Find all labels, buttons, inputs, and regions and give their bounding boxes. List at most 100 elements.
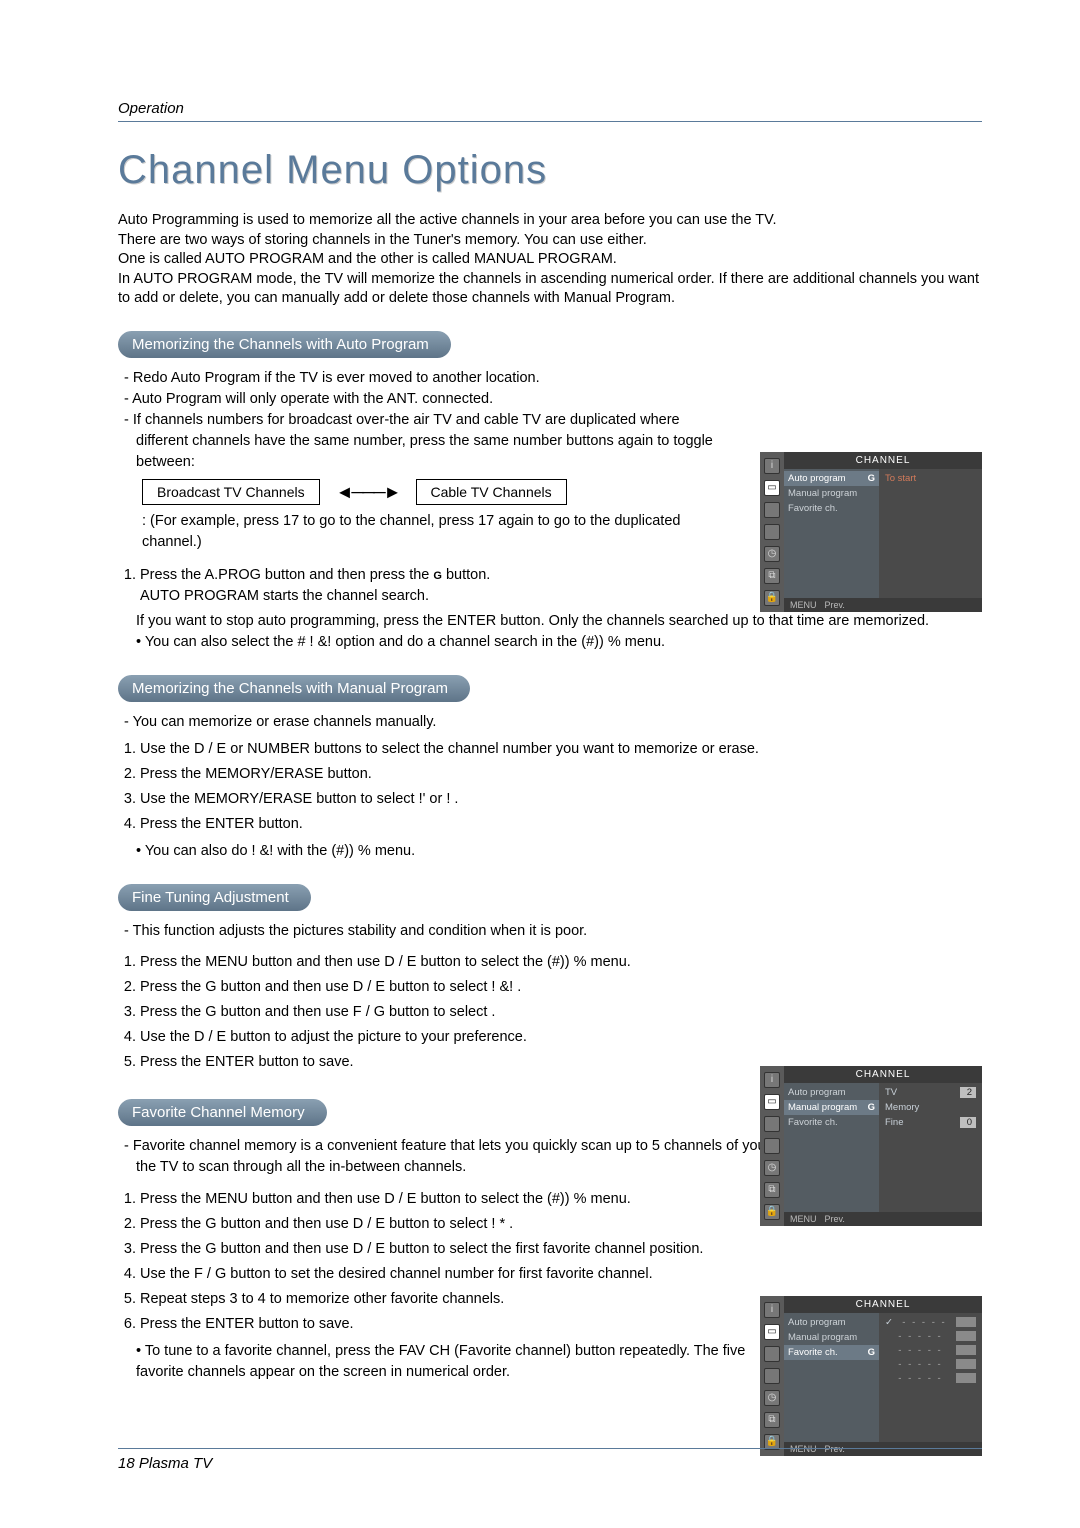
- intro-line: In AUTO PROGRAM mode, the TV will memori…: [118, 270, 982, 309]
- step: Use the D / E or NUMBER buttons to selec…: [140, 739, 982, 760]
- lock-icon: 🔒: [764, 1204, 780, 1220]
- osd-right: TV 2 Memory Fine 0: [879, 1083, 982, 1212]
- section-heading-fine: Fine Tuning Adjustment: [118, 884, 311, 911]
- tv-icon: ▭: [764, 480, 780, 496]
- osd-item-auto[interactable]: Auto program: [784, 1085, 879, 1100]
- osd-item-favorite[interactable]: Favorite ch.: [784, 501, 879, 516]
- step: Press the G button and then use D / E bu…: [140, 977, 982, 998]
- osd-sidebar: i ▭ ◷ ⧉ 🔒: [760, 1066, 784, 1226]
- blank-icon: [764, 1116, 780, 1132]
- fav-slot: - - - - -: [902, 1317, 946, 1328]
- osd-sidebar: i ▭ ◷ ⧉ 🔒: [760, 452, 784, 612]
- auto-note2: • You can also select the # ! &! option …: [118, 632, 982, 653]
- osd-menu-label: MENU: [790, 1214, 817, 1224]
- bullet: Auto Program will only operate with the …: [118, 389, 724, 410]
- clock-icon: ◷: [764, 546, 780, 562]
- osd-item-favorite[interactable]: Favorite ch.: [784, 1115, 879, 1130]
- blank-icon: [764, 502, 780, 518]
- footer-text: 18 Plasma TV: [118, 1455, 982, 1472]
- osd-fine-label: Fine: [885, 1117, 903, 1128]
- txt: # ! &!: [297, 634, 331, 650]
- blank-icon: [764, 1346, 780, 1362]
- osd-bottombar: MENU Prev.: [784, 1212, 982, 1226]
- osd-favorite: i ▭ ◷ ⧉ 🔒 CHANNEL Auto program Manual pr…: [760, 1296, 982, 1456]
- footer-rule: [118, 1448, 982, 1449]
- bullet: This function adjusts the pictures stabi…: [118, 921, 982, 942]
- pip-icon: ⧉: [764, 1182, 780, 1198]
- info-icon: i: [764, 458, 780, 474]
- g-symbol: G: [433, 570, 442, 582]
- step: Press the ENTER button to save.: [140, 1314, 758, 1335]
- txt: (#)) %: [581, 634, 620, 650]
- info-icon: i: [764, 1302, 780, 1318]
- info-icon: i: [764, 1072, 780, 1088]
- osd-item-favorite[interactable]: Favorite ch.G: [784, 1345, 879, 1360]
- osd-item-manual[interactable]: Manual program: [784, 1330, 879, 1345]
- txt: Press the A.PROG button and then press t…: [140, 567, 433, 583]
- step: Press the MEMORY/ERASE button.: [140, 764, 982, 785]
- tv-icon: ▭: [764, 1324, 780, 1340]
- osd-menu: Auto programG Manual program Favorite ch…: [784, 469, 879, 598]
- txt: • You can also select the: [136, 634, 297, 650]
- osd-tv-value: 2: [960, 1087, 976, 1098]
- txt: button.: [442, 567, 490, 583]
- step: Press the G button and then use D / E bu…: [140, 1214, 758, 1235]
- step: Use the MEMORY/ERASE button to select !'…: [140, 789, 982, 810]
- blank-icon: [764, 1138, 780, 1154]
- osd-auto-program: i ▭ ◷ ⧉ 🔒 CHANNEL Auto programG Manual p…: [760, 452, 982, 612]
- section-label: Operation: [118, 100, 982, 117]
- osd-tv-label: TV: [885, 1087, 897, 1098]
- intro-line: There are two ways of storing channels i…: [118, 231, 982, 251]
- lock-icon: 🔒: [764, 590, 780, 606]
- osd-menu: Auto program Manual program Favorite ch.…: [784, 1313, 879, 1442]
- example-note: : (For example, press 17 to go to the ch…: [118, 511, 724, 553]
- section-heading-manual: Memorizing the Channels with Manual Prog…: [118, 675, 470, 702]
- blank-icon: [764, 524, 780, 540]
- osd-item-auto[interactable]: Auto programG: [784, 471, 879, 486]
- txt: option and do a channel search in the: [335, 634, 581, 650]
- osd-memory-label: Memory: [885, 1102, 919, 1113]
- clock-icon: ◷: [764, 1390, 780, 1406]
- page-title: Channel Menu Options: [118, 148, 982, 193]
- bullet: You can memorize or erase channels manua…: [118, 712, 982, 733]
- osd-sidebar: i ▭ ◷ ⧉ 🔒: [760, 1296, 784, 1456]
- osd-right: To start: [879, 469, 982, 598]
- check-icon: ✓: [885, 1317, 893, 1328]
- arrow-left-right-icon: ◄───►: [336, 479, 400, 505]
- broadcast-box: Broadcast TV Channels: [142, 479, 320, 505]
- fav-box: [956, 1359, 976, 1369]
- step: Press the ENTER button.: [140, 814, 982, 835]
- osd-item-manual[interactable]: Manual programG: [784, 1100, 879, 1115]
- osd-title: CHANNEL: [784, 1066, 982, 1083]
- favorite-steps: Press the MENU button and then use D / E…: [118, 1189, 758, 1335]
- pip-icon: ⧉: [764, 568, 780, 584]
- fav-slot: - - - - -: [898, 1359, 942, 1370]
- intro-block: Auto Programming is used to memorize all…: [118, 211, 982, 309]
- step: Press the G button and then use F / G bu…: [140, 1002, 982, 1023]
- top-rule: [118, 121, 982, 122]
- manual-steps: Use the D / E or NUMBER buttons to selec…: [118, 739, 982, 835]
- osd-title: CHANNEL: [784, 452, 982, 469]
- osd-item-manual[interactable]: Manual program: [784, 486, 879, 501]
- osd-right: ✓- - - - - - - - - - - - - - - - - - - -…: [879, 1313, 982, 1442]
- fine-steps: Press the MENU button and then use D / E…: [118, 952, 982, 1073]
- step: Repeat steps 3 to 4 to memorize other fa…: [140, 1289, 758, 1310]
- step: Press the MENU button and then use D / E…: [140, 952, 982, 973]
- osd-manual-program: i ▭ ◷ ⧉ 🔒 CHANNEL Auto program Manual pr…: [760, 1066, 982, 1226]
- step: Use the F / G button to set the desired …: [140, 1264, 758, 1285]
- auto-note1: If you want to stop auto programming, pr…: [118, 611, 982, 632]
- osd-prev-label: Prev.: [825, 1214, 845, 1224]
- cable-box: Cable TV Channels: [416, 479, 567, 505]
- osd-fine-value: 0: [960, 1117, 976, 1128]
- osd-title: CHANNEL: [784, 1296, 982, 1313]
- page-footer: 18 Plasma TV: [118, 1448, 982, 1472]
- osd-item-auto[interactable]: Auto program: [784, 1315, 879, 1330]
- section-heading-auto: Memorizing the Channels with Auto Progra…: [118, 331, 451, 358]
- fav-box: [956, 1345, 976, 1355]
- fav-box: [956, 1373, 976, 1383]
- fav-slot: - - - - -: [898, 1331, 942, 1342]
- favorite-note: • To tune to a favorite channel, press t…: [118, 1341, 758, 1383]
- tv-icon: ▭: [764, 1094, 780, 1110]
- intro-line: One is called AUTO PROGRAM and the other…: [118, 250, 982, 270]
- manual-note: • You can also do ! &! with the (#)) % m…: [118, 841, 982, 862]
